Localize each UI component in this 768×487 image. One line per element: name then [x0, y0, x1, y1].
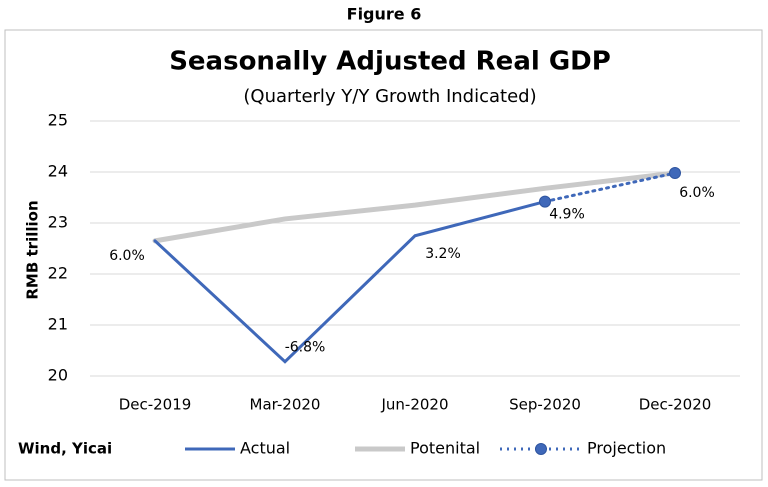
series-line — [543, 171, 677, 204]
y-tick-label: 23 — [48, 213, 68, 232]
growth-annotation: 3.2% — [425, 246, 461, 262]
x-tick-label: Mar-2020 — [250, 396, 321, 414]
chart-title: Seasonally Adjusted Real GDP — [169, 47, 611, 77]
y-tick-label: 24 — [48, 162, 68, 181]
y-tick-label: 20 — [48, 366, 68, 385]
series-marker — [669, 167, 681, 180]
series-marker — [539, 195, 551, 208]
source: Wind, Yicai — [18, 440, 112, 458]
y-axis-label: RMB trillion — [24, 200, 42, 299]
x-tick-label: Dec-2020 — [639, 396, 712, 414]
growth-annotation: 6.0% — [679, 185, 715, 201]
series-line — [153, 200, 547, 364]
growth-annotation: -6.8% — [285, 340, 326, 356]
y-tick-label: 25 — [48, 111, 68, 130]
y-tick-label: 22 — [48, 264, 68, 283]
x-tick-label: Jun-2020 — [380, 396, 448, 414]
legend-label: Actual — [240, 439, 290, 458]
chart-subtitle: (Quarterly Y/Y Growth Indicated) — [243, 86, 536, 107]
figure-label: Figure 6 — [347, 5, 422, 24]
chart-frame — [4, 29, 763, 481]
y-tick-label: 21 — [48, 315, 68, 334]
x-tick-label: Dec-2019 — [119, 396, 192, 414]
x-tick-label: Sep-2020 — [509, 396, 581, 414]
growth-annotation: 4.9% — [549, 207, 585, 223]
legend-label: Projection — [587, 439, 666, 458]
series-line — [152, 170, 678, 244]
growth-annotation: 6.0% — [109, 248, 145, 264]
legend-label: Potenital — [410, 439, 480, 458]
legend-marker — [535, 443, 547, 455]
